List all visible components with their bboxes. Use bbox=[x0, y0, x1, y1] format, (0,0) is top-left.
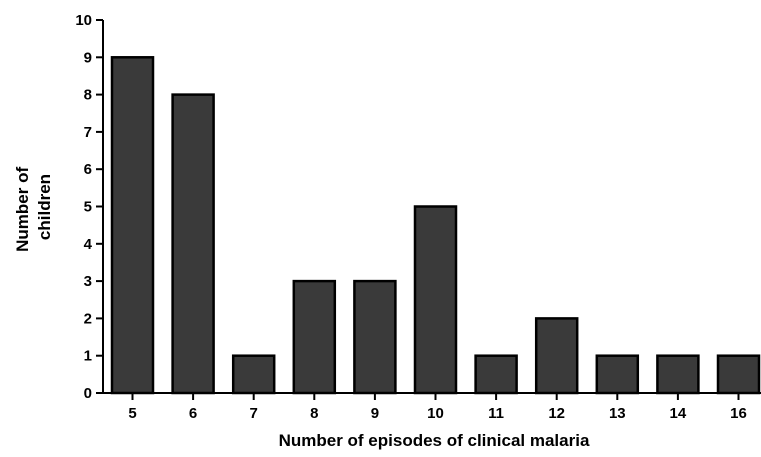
x-tick-label: 7 bbox=[250, 405, 258, 422]
bar-13 bbox=[595, 354, 640, 395]
y-tick-label: 9 bbox=[84, 49, 92, 66]
y-axis-title: Number of children bbox=[13, 162, 54, 252]
y-tick-label: 0 bbox=[84, 385, 92, 402]
y-tick-label: 8 bbox=[84, 87, 92, 104]
y-tick-label: 4 bbox=[84, 236, 93, 253]
y-tick-label: 7 bbox=[84, 124, 92, 141]
bar-16 bbox=[716, 354, 761, 395]
y-ticks-group: 0 1 2 3 4 5 6 7 8 9 10 bbox=[75, 12, 103, 402]
bar-6 bbox=[171, 93, 215, 395]
x-tick-label: 8 bbox=[310, 405, 318, 422]
y-tick-label: 3 bbox=[84, 273, 92, 290]
x-tick-label: 5 bbox=[128, 405, 136, 422]
x-tick-label: 12 bbox=[548, 405, 565, 422]
bar-9 bbox=[353, 279, 397, 395]
y-tick-label: 6 bbox=[84, 161, 92, 178]
x-tick-label: 10 bbox=[427, 405, 444, 422]
x-tick-label: 9 bbox=[371, 405, 379, 422]
x-tick-label: 6 bbox=[189, 405, 197, 422]
x-tick-label: 13 bbox=[609, 405, 626, 422]
x-tick-label: 16 bbox=[730, 405, 747, 422]
y-axis-title-line-1: Number of bbox=[13, 167, 32, 252]
y-tick-label: 10 bbox=[75, 12, 92, 29]
x-tick-label: 11 bbox=[488, 405, 504, 422]
bar-5 bbox=[110, 56, 155, 395]
bars-group bbox=[110, 56, 761, 395]
x-ticks-group: 5 6 7 8 9 10 11 12 13 14 16 bbox=[128, 393, 747, 422]
x-axis-title: Number of episodes of clinical malaria bbox=[279, 431, 590, 450]
x-tick-label: 14 bbox=[670, 405, 687, 422]
y-tick-label: 1 bbox=[84, 348, 92, 365]
y-tick-label: 5 bbox=[84, 199, 92, 216]
bar-8 bbox=[292, 279, 337, 395]
y-axis-title-line-2: children bbox=[35, 174, 54, 240]
bar-11 bbox=[474, 354, 518, 395]
bar-10 bbox=[413, 205, 458, 395]
bar-14 bbox=[656, 354, 700, 395]
y-tick-label: 2 bbox=[84, 310, 92, 327]
bar-12 bbox=[534, 317, 579, 395]
bar-7 bbox=[231, 354, 276, 395]
